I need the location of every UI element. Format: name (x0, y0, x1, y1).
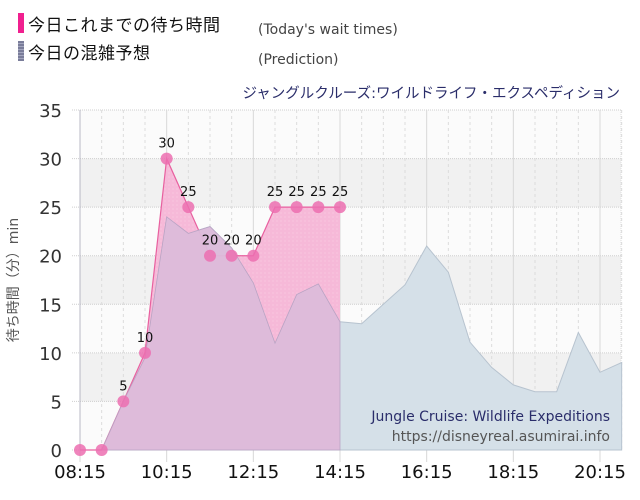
legend-actual: 今日これまでの待ち時間 (18, 12, 221, 36)
svg-text:20: 20 (202, 234, 219, 249)
legend-prediction-swatch (18, 41, 24, 61)
legend-actual-swatch (18, 13, 24, 33)
ride-name-jp: ジャングルクルーズ:ワイルドライフ・エクスペディション (242, 86, 620, 102)
overlap-area (101, 216, 341, 451)
legend-actual-label-en: (Today's wait times) (258, 22, 398, 38)
legend-prediction: 今日の混雑予想 (18, 40, 151, 64)
svg-text:25: 25 (267, 185, 284, 200)
actual-markers (74, 152, 346, 456)
svg-text:5: 5 (119, 379, 127, 394)
data-labels: 5 10 30 25 20 20 20 25 25 25 25 (119, 137, 348, 395)
svg-text:0: 0 (51, 441, 62, 462)
svg-text:25: 25 (332, 185, 349, 200)
svg-text:10: 10 (39, 344, 62, 365)
svg-text:20: 20 (223, 234, 240, 249)
svg-text:20:15: 20:15 (574, 462, 626, 483)
y-axis-ticks: 0 5 10 15 20 25 30 35 (39, 101, 62, 462)
svg-text:08:15: 08:15 (54, 462, 106, 483)
svg-text:30: 30 (158, 137, 175, 152)
svg-text:20: 20 (39, 247, 62, 268)
svg-text:12:15: 12:15 (227, 462, 279, 483)
svg-text:20: 20 (245, 234, 262, 249)
svg-text:18:15: 18:15 (487, 462, 539, 483)
svg-text:10:15: 10:15 (141, 462, 193, 483)
x-axis-ticks: 08:15 10:15 12:15 14:15 16:15 18:15 20:15 (54, 462, 626, 483)
svg-text:14:15: 14:15 (314, 462, 366, 483)
legend-prediction-label: 今日の混雑予想 (28, 43, 151, 64)
watermark-url: https://disneyreal.asumirai.info (392, 429, 610, 445)
svg-text:25: 25 (310, 185, 327, 200)
svg-text:10: 10 (137, 331, 154, 346)
svg-text:25: 25 (180, 185, 197, 200)
svg-text:35: 35 (39, 101, 62, 122)
legend-prediction-label-en: (Prediction) (258, 52, 339, 68)
svg-text:16:15: 16:15 (401, 462, 453, 483)
svg-text:15: 15 (39, 295, 62, 316)
svg-text:30: 30 (39, 150, 62, 171)
legend-actual-label: 今日これまでの待ち時間 (28, 15, 221, 36)
svg-text:5: 5 (51, 392, 62, 413)
svg-text:25: 25 (288, 185, 305, 200)
svg-text:25: 25 (39, 198, 62, 219)
watermark-ride-name: Jungle Cruise: Wildlife Expeditions (370, 409, 610, 425)
y-axis-label: 待ち時間（分）min (6, 217, 22, 343)
